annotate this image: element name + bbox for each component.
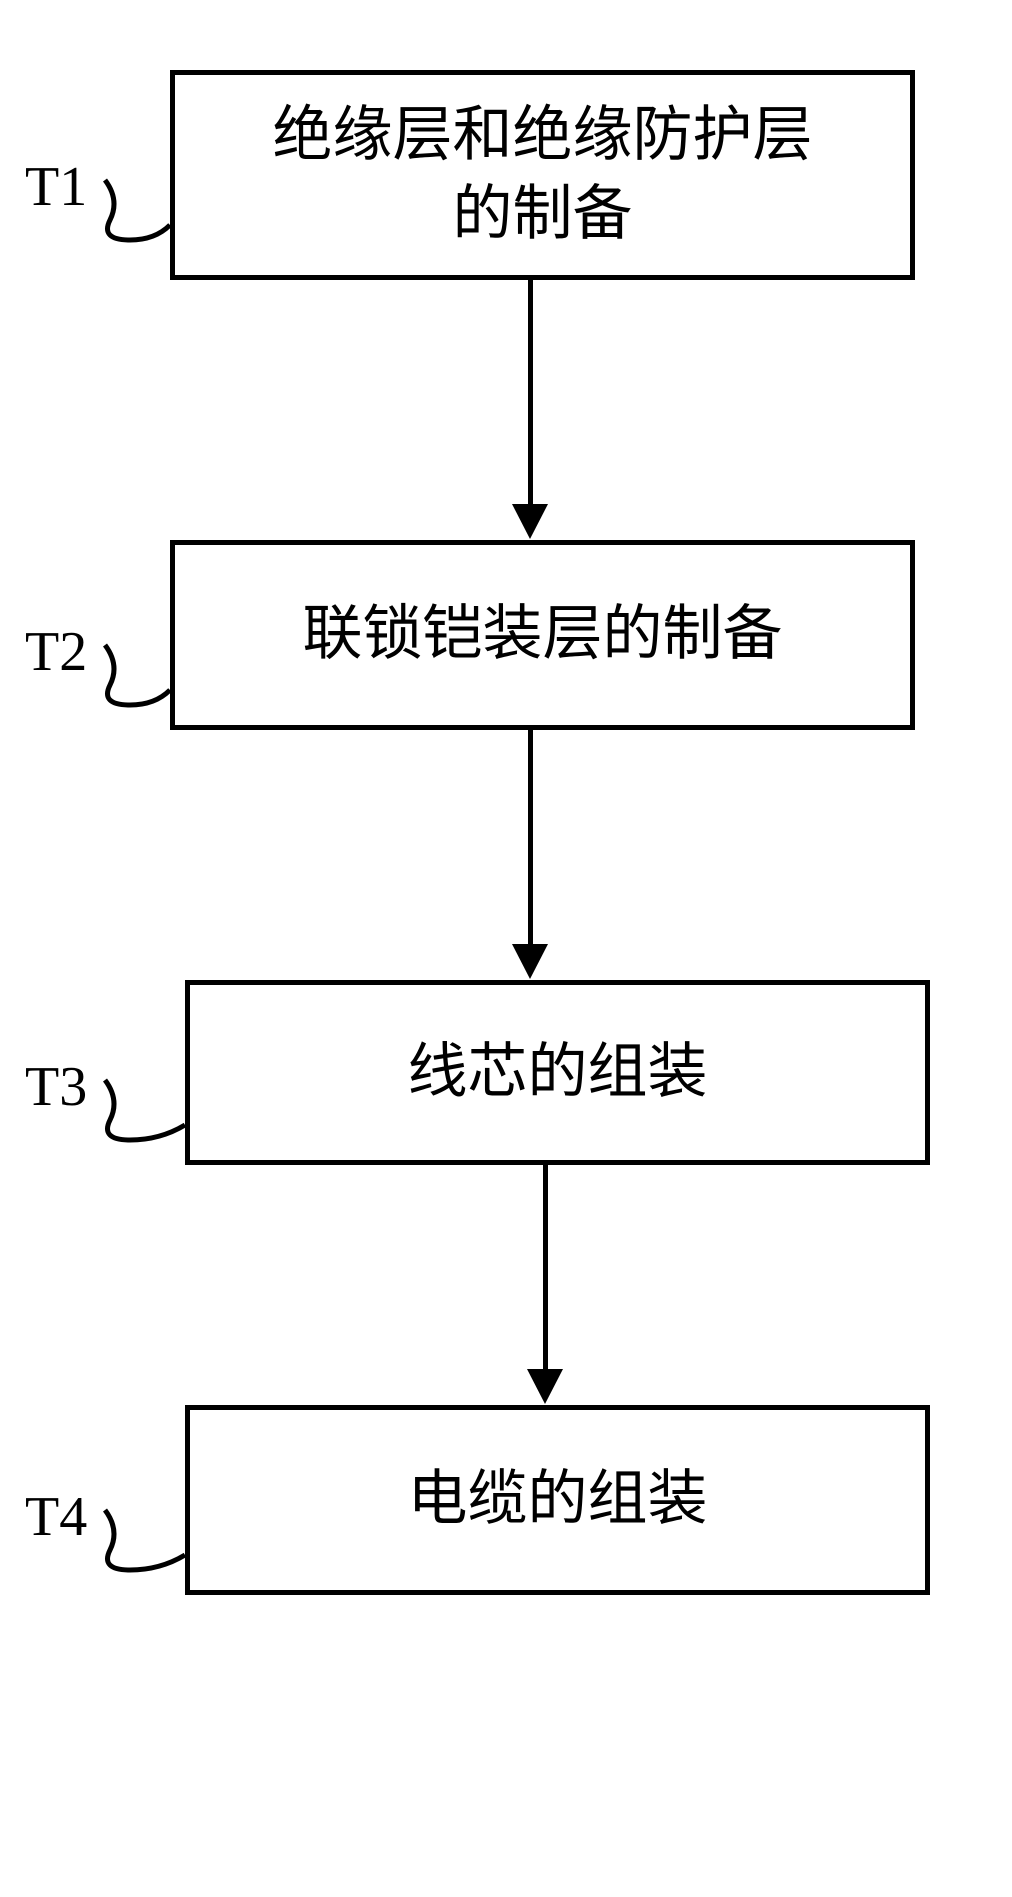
step-box-t1: 绝缘层和绝缘防护层 的制备 (170, 70, 915, 280)
step-box-t3: 线芯的组装 (185, 980, 930, 1165)
step-text-t3: 线芯的组装 (408, 1033, 708, 1112)
step-box-t2: 联锁铠装层的制备 (170, 540, 915, 730)
step-text-t2: 联锁铠装层的制备 (303, 595, 783, 674)
step-box-t4: 电缆的组装 (185, 1405, 930, 1595)
wave-connector-icon (100, 1075, 190, 1155)
step-text-t4: 电缆的组装 (408, 1460, 708, 1539)
step-label-t4: T4 (25, 1485, 87, 1549)
wave-connector-icon (100, 175, 175, 255)
step-text-t1: 绝缘层和绝缘防护层 的制备 (273, 96, 813, 254)
step-label-t1: T1 (25, 155, 87, 219)
wave-connector-icon (100, 1505, 190, 1585)
flow-arrow-icon (527, 1165, 563, 1404)
step-label-t3: T3 (25, 1055, 87, 1119)
step-label-t2: T2 (25, 620, 87, 684)
wave-connector-icon (100, 640, 175, 720)
flow-arrow-icon (512, 730, 548, 979)
flow-arrow-icon (512, 280, 548, 539)
